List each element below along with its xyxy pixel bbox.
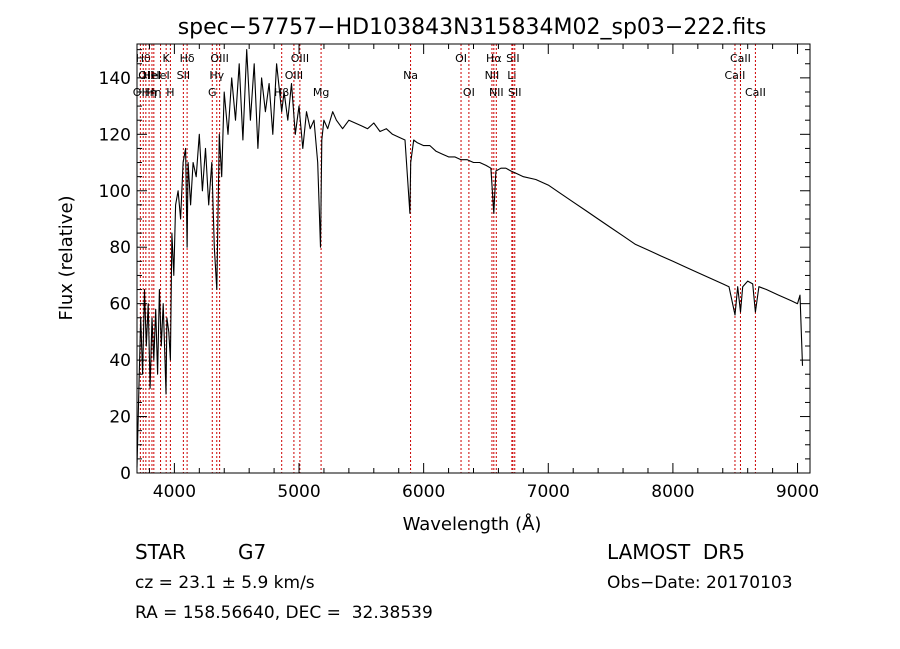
line-marker-label: Hη — [146, 86, 161, 99]
y-axis-label: Flux (relative) — [56, 195, 77, 320]
line-marker-label: Li — [507, 69, 516, 82]
line-marker-label: K — [163, 52, 171, 65]
line-marker-label: SII — [508, 86, 521, 99]
y-tick-label: 40 — [109, 351, 131, 371]
line-marker-label: NII — [485, 69, 500, 82]
line-marker-label: SII — [177, 69, 190, 82]
line-marker-label: OIII — [291, 52, 309, 65]
spectrum-line — [136, 49, 804, 468]
object-class: STAR — [135, 540, 186, 564]
axis-ticks: 4000 5000 6000 7000 8000 9000 0 20 40 60 80 100 120 1… — [99, 44, 819, 502]
line-marker-label: HeI — [143, 69, 161, 82]
line-marker-label: Hδ — [180, 52, 195, 65]
y-tick-label: 120 — [99, 125, 131, 145]
line-marker-label: OI — [455, 52, 467, 65]
line-marker-label: OIII — [285, 69, 303, 82]
subclass: G7 — [238, 540, 267, 564]
coordinates: RA = 158.56640, DEC = 32.38539 — [135, 603, 433, 623]
chart-title: spec−57757−HD103843N315834M02_sp03−222.f… — [178, 15, 767, 40]
line-marker-label: Hα — [486, 52, 502, 65]
x-tick-label: 6000 — [402, 482, 445, 502]
y-tick-label: 0 — [120, 464, 131, 484]
line-marker-label: CaII — [745, 86, 766, 99]
line-marker-label: CaII — [725, 69, 746, 82]
redshift-text: cz = 23.1 ± 5.9 km/s — [135, 573, 315, 593]
line-marker-label: OIII — [210, 52, 228, 65]
x-axis-label: Wavelength (Å) — [403, 513, 542, 535]
x-tick-label: 5000 — [277, 482, 320, 502]
line-marker-label: Hη — [141, 86, 156, 99]
y-tick-label: 20 — [109, 408, 131, 428]
line-marker-label: H — [166, 86, 174, 99]
y-tick-label: 80 — [109, 238, 131, 258]
x-tick-label: 7000 — [527, 482, 570, 502]
obs-date: Obs−Date: 20170103 — [607, 573, 793, 593]
line-marker-label: Hθ — [136, 52, 151, 65]
line-marker-label: Na — [403, 69, 418, 82]
line-marker-label: HeI — [151, 69, 169, 82]
line-marker-label: OI — [463, 86, 475, 99]
line-marker-label: OII — [138, 69, 153, 82]
line-marker-label: SII — [506, 52, 519, 65]
line-marker-label: Hβ — [274, 86, 289, 99]
x-tick-label: 8000 — [651, 482, 694, 502]
x-tick-label: 9000 — [776, 482, 819, 502]
line-marker-label: Hγ — [209, 69, 224, 82]
plot-frame — [136, 43, 811, 474]
spectral-line-markers: OIIHθOIIHηHeIHηHeIKHSIIHδGHγOIIIHβOIIIOI… — [133, 44, 766, 473]
y-tick-label: 140 — [99, 69, 131, 89]
line-marker-label: CaII — [730, 52, 751, 65]
y-tick-label: 100 — [99, 182, 131, 202]
line-marker-label: Mg — [313, 86, 329, 99]
line-marker-label: NII — [489, 86, 504, 99]
survey-name: LAMOST DR5 — [607, 540, 745, 564]
line-marker-label: G — [208, 86, 217, 99]
y-tick-label: 60 — [109, 295, 131, 315]
x-tick-label: 4000 — [153, 482, 196, 502]
